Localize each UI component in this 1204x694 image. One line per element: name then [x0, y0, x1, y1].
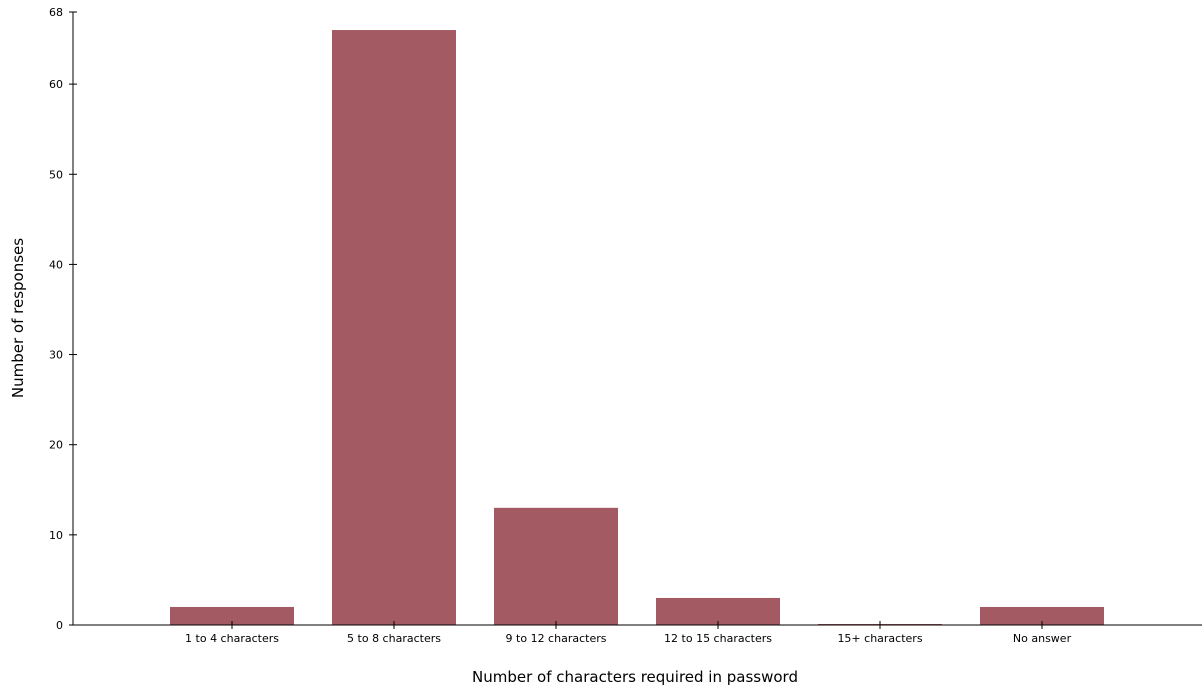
x-axis-title: Number of characters required in passwor…: [472, 668, 798, 686]
y-tick-label-30: 30: [49, 349, 63, 362]
y-tick-label-68: 68: [49, 6, 63, 19]
y-tick-label-50: 50: [49, 168, 63, 181]
bar-4: [656, 597, 780, 625]
x-tick-label-3: 9 to 12 characters: [506, 632, 607, 645]
ticks-layer: 0 10 20 30 40 50 60 68 1 to 4 characters 5 to 8 c…: [49, 6, 1072, 645]
bar-6: [980, 606, 1104, 625]
bar-1: [170, 606, 294, 625]
bars-layer: [170, 30, 1104, 625]
y-tick-label-60: 60: [49, 78, 63, 91]
x-tick-label-5: 15+ characters: [837, 632, 922, 645]
y-tick-label-20: 20: [49, 439, 63, 452]
bar-3: [494, 507, 618, 625]
y-tick-label-40: 40: [49, 258, 63, 271]
y-tick-label-0: 0: [56, 619, 63, 632]
y-axis-title: Number of responses: [9, 238, 27, 398]
x-tick-label-6: No answer: [1013, 632, 1072, 645]
x-tick-label-2: 5 to 8 characters: [347, 632, 441, 645]
x-tick-label-4: 12 to 15 characters: [664, 632, 772, 645]
y-tick-label-10: 10: [49, 529, 63, 542]
bar-2: [332, 30, 456, 625]
x-tick-label-1: 1 to 4 characters: [185, 632, 279, 645]
axes-layer: [72, 12, 1202, 626]
